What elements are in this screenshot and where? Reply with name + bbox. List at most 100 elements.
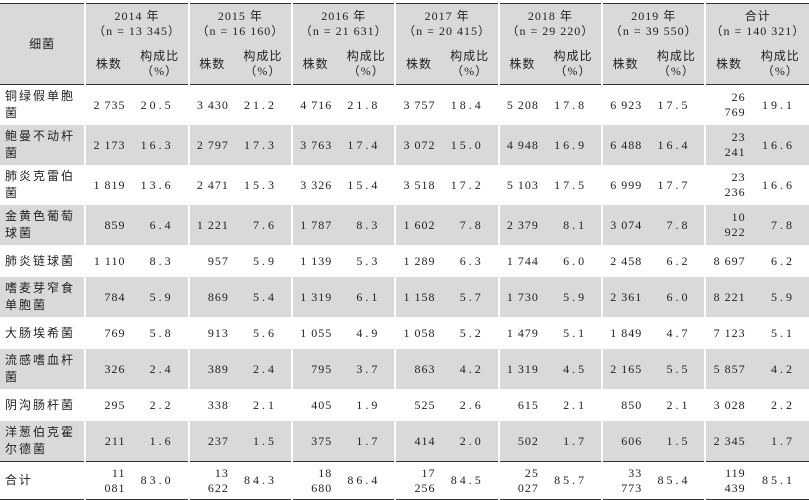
ratio-cell: 5.2 (459, 325, 484, 340)
count-cell: 1 158 (394, 277, 442, 317)
ratio-cell: 15.3 (244, 177, 278, 192)
count-cell: 859 (84, 205, 132, 245)
count-cell: 10 922 (704, 205, 752, 245)
count-cell: 25 027 (497, 461, 545, 500)
ratio-cell: 2.1 (563, 397, 588, 412)
ratio-cell: 3.7 (356, 361, 381, 376)
ratio-cell: 4.9 (356, 325, 381, 340)
count-cell: 606 (601, 421, 649, 462)
count-cell: 23 241 (704, 125, 752, 165)
ratio-cell: 15.4 (347, 177, 381, 192)
count-cell: 23 236 (704, 165, 752, 205)
ratio-cell: 86.4 (347, 473, 381, 487)
count-cell: 405 (291, 389, 339, 421)
ratio-cell: 17.3 (244, 137, 278, 152)
ratio-cell: 17.7 (657, 177, 691, 192)
ratio-cell: 5.1 (771, 325, 795, 340)
count-cell: 338 (187, 389, 235, 421)
count-header: 株数 (601, 44, 649, 85)
page: 细菌 2014 年（n = 13 345） 2015 年（n = 16 160） 20… (0, 3, 809, 500)
bacteria-name: 肺炎链球菌 (5, 253, 76, 268)
group-header: 合计 （n = 140 321） (704, 3, 809, 44)
ratio-cell: 16.6 (762, 177, 795, 192)
ratio-cell: 7.8 (666, 217, 691, 232)
ratio-cell: 5.8 (149, 325, 174, 340)
ratio-cell: 17.2 (450, 177, 484, 192)
count-header: 株数 (187, 44, 235, 85)
count-cell: 119 439 (704, 461, 752, 500)
ratio-unit: （%） (554, 64, 592, 78)
ratio-unit: （%） (657, 64, 695, 78)
count-cell: 2 471 (187, 165, 235, 205)
year-label: 2018 年 (527, 9, 573, 23)
count-cell: 8 697 (704, 245, 752, 277)
table-header: 细菌 2014 年（n = 13 345） 2015 年（n = 16 160） 20… (0, 3, 809, 85)
ratio-cell: 13.6 (140, 177, 174, 192)
ratio-header: 构成比 （%） (752, 44, 809, 85)
bacteria-name: 金黄色葡萄球菌 (5, 209, 76, 240)
count-cell: 3 072 (394, 125, 442, 165)
ratio-cell: 2.4 (253, 361, 278, 376)
table-row: 流感嗜血杆菌 326 2.4 389 2.4 795 3.7 863 4.2 1 319 4.5 2 … (0, 349, 809, 389)
n-label: （n = 20 415） (403, 24, 491, 38)
count-cell: 1 730 (497, 277, 545, 317)
count-cell: 375 (291, 421, 339, 462)
year-label: 合计 (744, 9, 771, 23)
count-cell: 1 221 (187, 205, 235, 245)
ratio-cell: 17.5 (657, 97, 691, 112)
ratio-cell: 5.1 (563, 325, 588, 340)
count-cell: 3 757 (394, 84, 442, 125)
data-table: 细菌 2014 年（n = 13 345） 2015 年（n = 16 160） 20… (0, 3, 809, 500)
count-cell: 769 (84, 317, 132, 349)
table-row: 鲍曼不动杆菌 2 173 16.3 2 797 17.3 3 763 17.4 3 072 15… (0, 125, 809, 165)
n-label: （n = 39 550） (609, 24, 698, 38)
ratio-cell: 18.4 (450, 97, 484, 112)
year-label: 2017 年 (424, 9, 470, 23)
ratio-label: 构成比 (760, 49, 800, 63)
group-header: 2016 年（n = 21 631） (291, 3, 396, 44)
table-row: 肺炎链球菌 1 110 8.3 957 5.9 1 139 5.3 1 289 6.3 1 744… (0, 245, 809, 277)
count-cell: 295 (84, 389, 132, 421)
count-cell: 784 (84, 277, 132, 317)
count-cell: 2 379 (497, 205, 545, 245)
count-cell: 1 787 (291, 205, 339, 245)
table-row: 洋葱伯克霍尔德菌 211 1.6 237 1.5 375 1.7 414 2.0 502 1.7 60… (0, 421, 809, 462)
ratio-unit: （%） (451, 64, 489, 78)
bacteria-name: 洋葱伯克霍尔德菌 (5, 425, 76, 456)
ratio-cell: 5.9 (771, 289, 795, 304)
count-header: 株数 (394, 44, 442, 85)
n-label: （n = 29 220） (506, 24, 595, 38)
ratio-cell: 85.7 (554, 473, 588, 487)
ratio-cell: 2.2 (149, 397, 174, 412)
table-row: 嗜麦芽窄食单胞菌 784 5.9 869 5.4 1 319 6.1 1 158 5.7 1 73… (0, 277, 809, 317)
count-cell: 11 081 (84, 461, 132, 500)
count-cell: 795 (291, 349, 339, 389)
ratio-cell: 6.2 (771, 253, 795, 268)
n-label: （n = 13 345） (93, 24, 181, 38)
count-cell: 1 479 (497, 317, 545, 349)
count-cell: 1 319 (497, 349, 545, 389)
ratio-cell: 8.1 (563, 217, 588, 232)
count-cell: 13 622 (187, 461, 235, 500)
count-cell: 18 680 (291, 461, 339, 500)
ratio-cell: 84.3 (244, 473, 278, 487)
ratio-cell: 16.6 (762, 137, 795, 152)
count-cell: 502 (497, 421, 545, 462)
ratio-cell: 6.2 (666, 253, 691, 268)
count-cell: 1 602 (394, 205, 442, 245)
table-row: 金黄色葡萄球菌 859 6.4 1 221 7.6 1 787 8.3 1 602 7.8 2 3… (0, 205, 809, 245)
bacteria-name: 流感嗜血杆菌 (5, 353, 76, 384)
count-cell: 326 (84, 349, 132, 389)
count-cell: 237 (187, 421, 235, 462)
group-header: 2018 年（n = 29 220） (497, 3, 603, 44)
bacteria-name: 鲍曼不动杆菌 (5, 129, 76, 160)
ratio-cell: 5.4 (253, 289, 278, 304)
count-cell: 3 028 (704, 389, 752, 421)
ratio-cell: 2.1 (666, 397, 691, 412)
count-cell: 1 319 (291, 277, 339, 317)
ratio-cell: 1.6 (149, 433, 174, 448)
count-cell: 1 819 (84, 165, 132, 205)
ratio-cell: 6.0 (563, 253, 588, 268)
ratio-cell: 17.8 (554, 97, 588, 112)
ratio-cell: 1.5 (666, 433, 691, 448)
